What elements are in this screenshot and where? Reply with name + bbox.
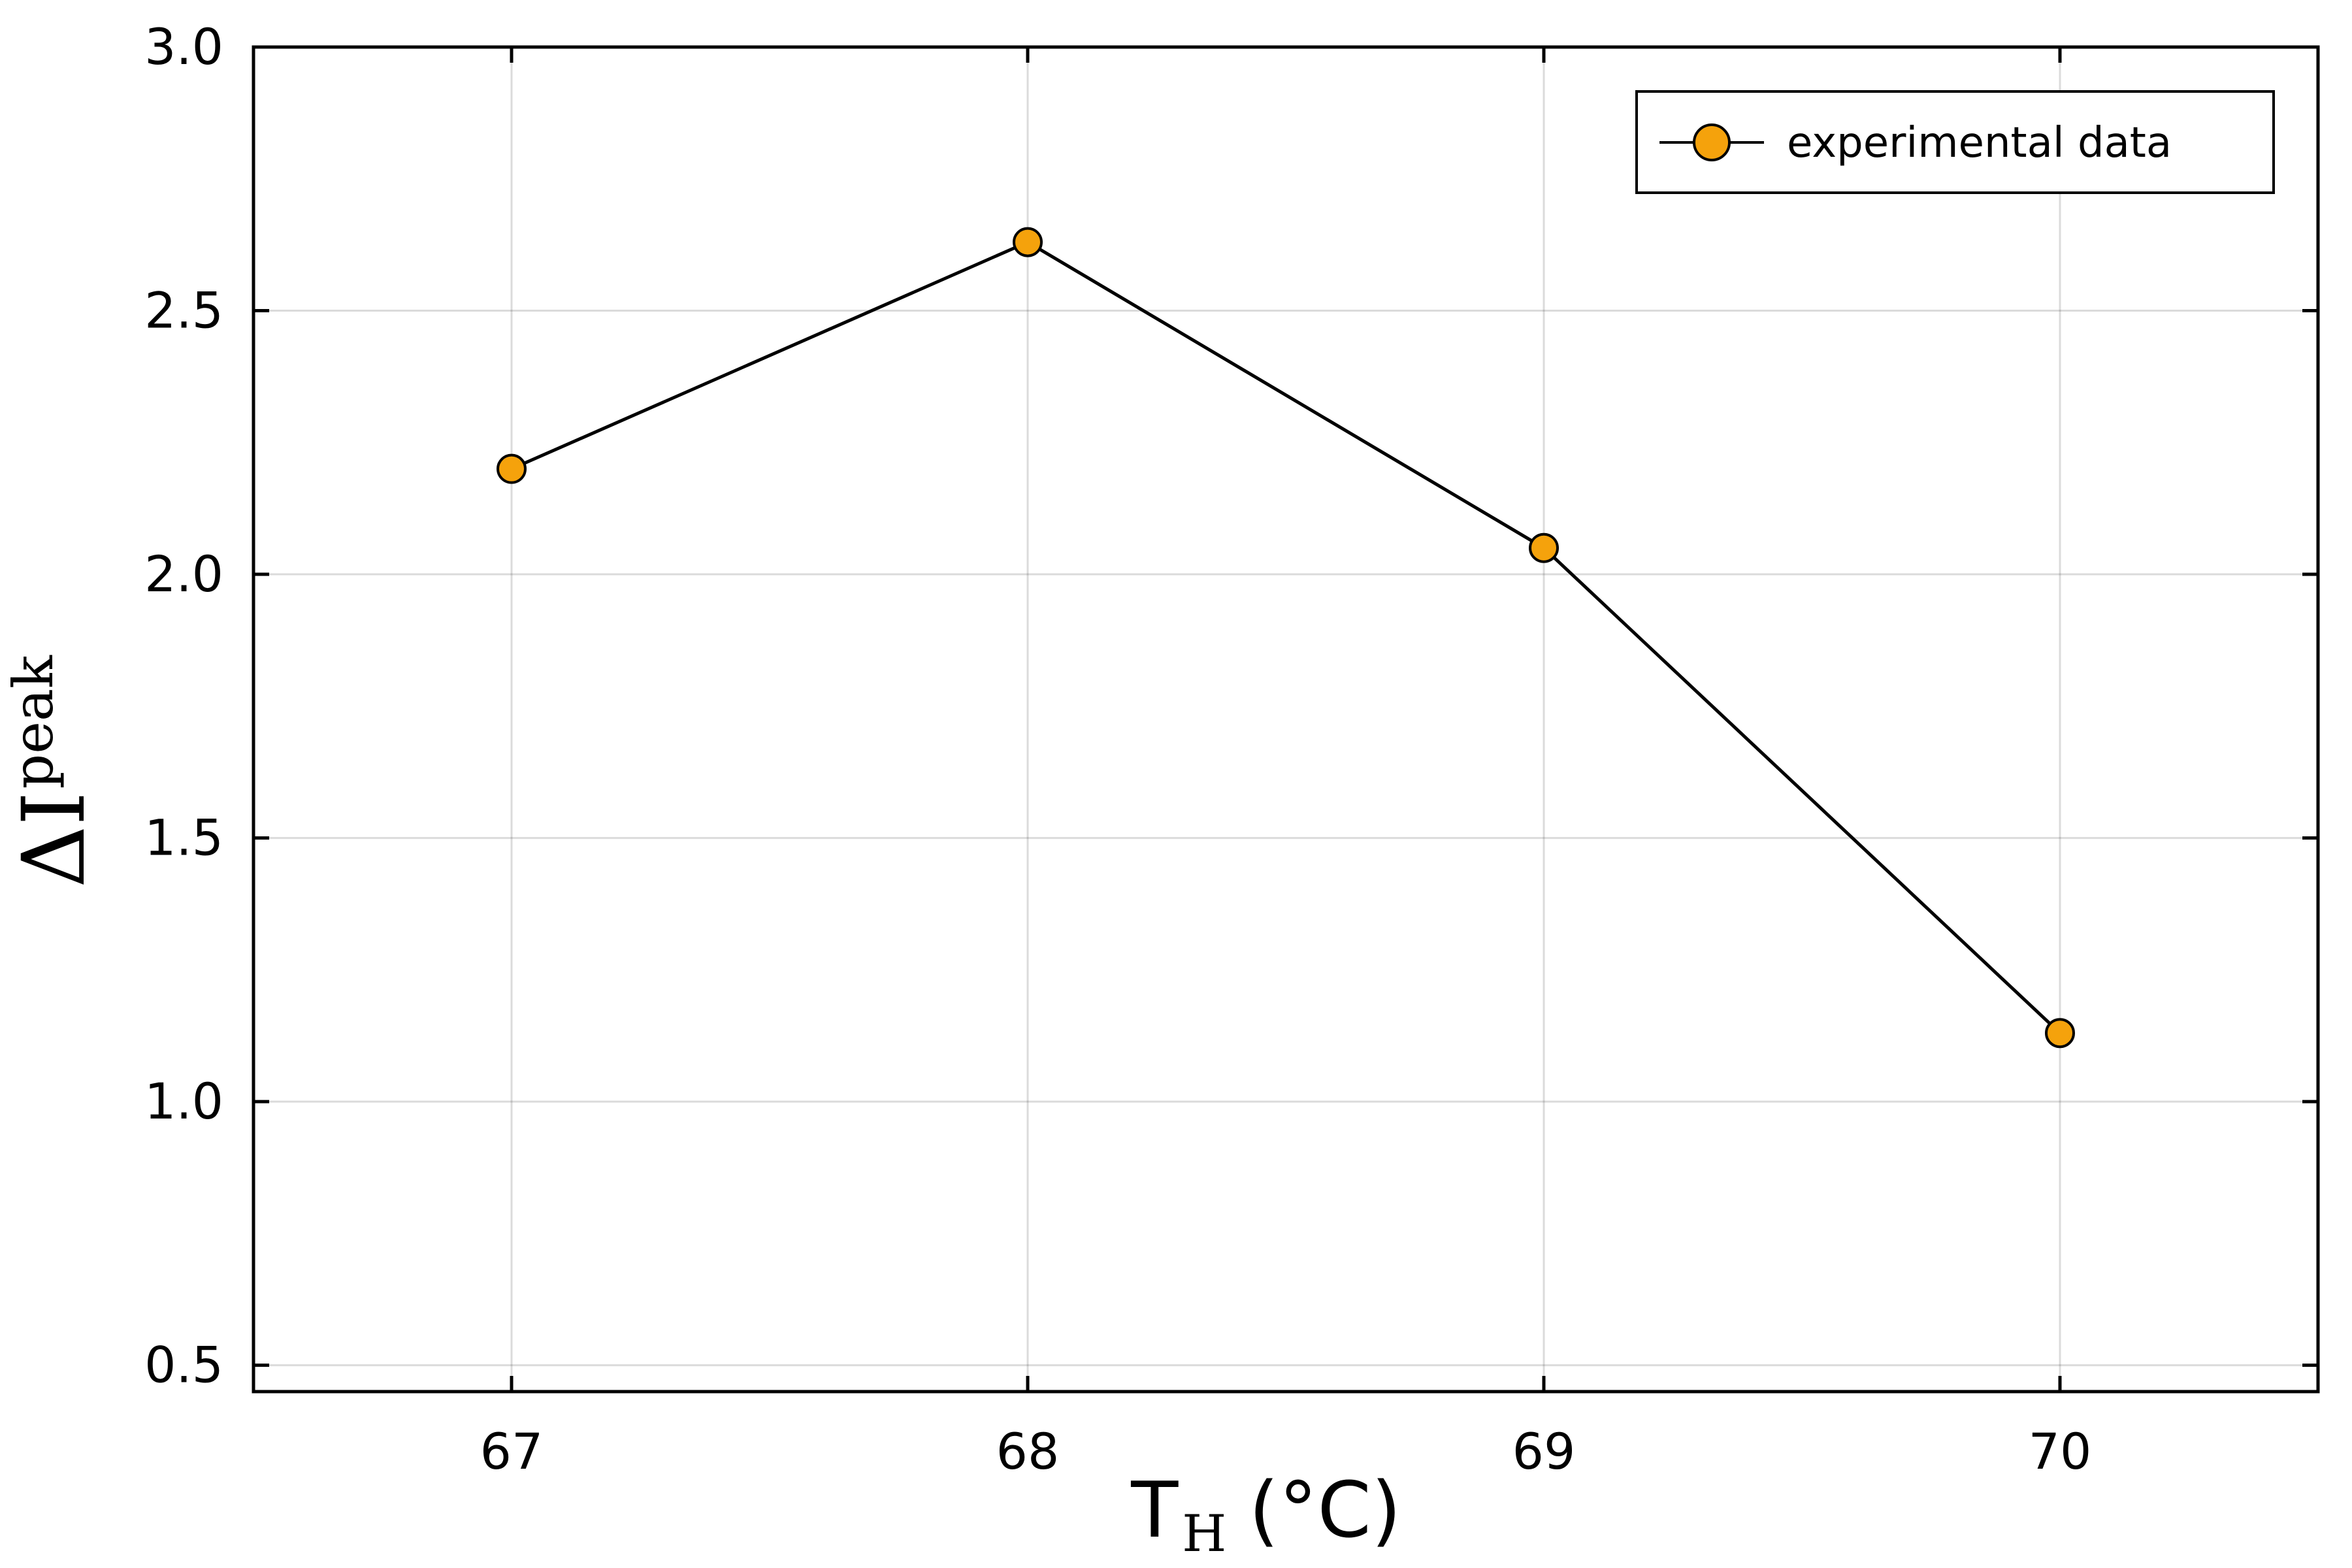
data-point xyxy=(1013,227,1043,257)
x-tick-labels: 67 68 69 70 xyxy=(480,1422,2092,1480)
x-tick-label: 69 xyxy=(1512,1422,1576,1480)
grid xyxy=(253,46,2318,1392)
x-tick-label: 70 xyxy=(2029,1422,2092,1480)
y-axis-label-main: ΔI xyxy=(4,792,105,888)
y-tick-label: 3.0 xyxy=(144,18,223,76)
series xyxy=(497,227,2075,1049)
legend-box xyxy=(1635,90,2275,194)
series-line xyxy=(510,240,2061,1035)
y-tick-label: 0.5 xyxy=(144,1336,223,1394)
data-point xyxy=(2045,1018,2075,1049)
x-tick-label: 68 xyxy=(996,1422,1060,1480)
y-tick-label: 1.0 xyxy=(144,1072,223,1130)
y-tick-label: 2.0 xyxy=(144,545,223,603)
y-tick-label: 2.5 xyxy=(144,282,223,340)
y-axis-label-sup: peak xyxy=(1,655,65,789)
x-tick-label: 67 xyxy=(480,1422,544,1480)
y-tick-label: 1.5 xyxy=(144,809,223,867)
x-axis-label-sub: H xyxy=(1182,1505,1226,1563)
legend-marker-swatch xyxy=(1693,123,1731,161)
legend: experimental data xyxy=(1635,90,2275,194)
plot-frame xyxy=(252,45,2320,1394)
ticks xyxy=(253,45,2318,1392)
y-axis-label: ΔIpeak xyxy=(1,655,105,888)
y-tick-labels: 0.5 1.0 1.5 2.0 2.5 3.0 xyxy=(144,18,223,1394)
x-axis-label-unit: (°C) xyxy=(1249,1465,1401,1555)
x-axis-label: TH (°C) xyxy=(1130,1465,1401,1563)
data-point xyxy=(497,453,527,484)
data-point xyxy=(1529,532,1559,563)
legend-label: experimental data xyxy=(1787,119,2172,167)
x-axis-label-main: T xyxy=(1130,1465,1179,1555)
